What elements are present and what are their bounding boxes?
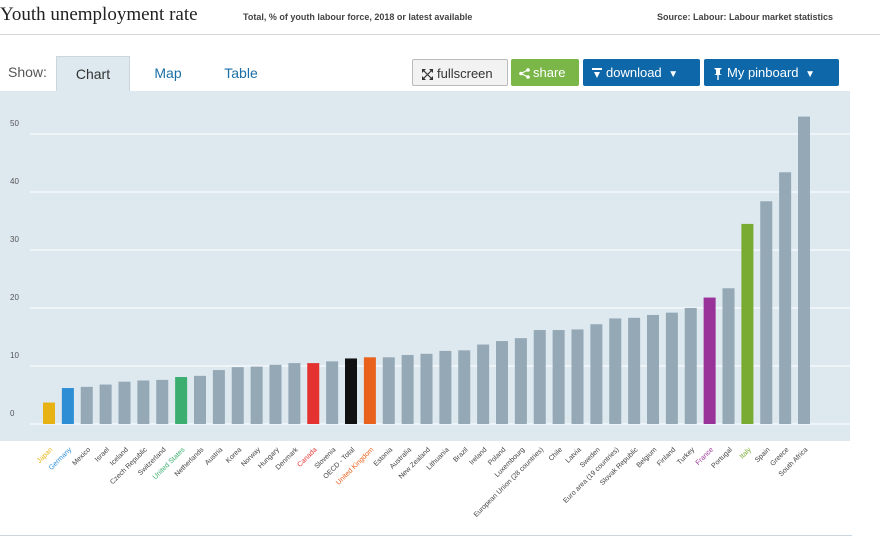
bar[interactable]	[760, 201, 773, 424]
tab-map[interactable]: Map	[154, 65, 182, 81]
show-label: Show:	[8, 64, 47, 80]
bar[interactable]	[43, 402, 55, 424]
bar[interactable]	[514, 338, 527, 424]
x-tick-label: Finland	[656, 446, 677, 467]
x-tick-label: Italy	[739, 446, 753, 460]
share-button[interactable]: share	[511, 59, 579, 86]
x-tick-label: Spain	[754, 446, 772, 464]
chevron-down-icon: ▼	[668, 69, 679, 80]
bar[interactable]	[571, 329, 584, 424]
source-text[interactable]: Source: Labour: Labour market statistics	[657, 12, 834, 22]
pinboard-label: My pinboard	[727, 65, 799, 80]
y-axis: 0 10 20 30 40 50	[10, 119, 19, 418]
bar[interactable]	[533, 330, 546, 424]
bar[interactable]	[684, 308, 697, 424]
bar[interactable]	[722, 288, 735, 424]
bar[interactable]	[647, 314, 659, 424]
x-tick-label: Austria	[204, 446, 224, 466]
bar[interactable]	[779, 172, 792, 424]
page-title: Youth unemployment rate	[0, 4, 198, 25]
bar[interactable]	[552, 330, 565, 424]
header-divider	[0, 34, 880, 35]
bar[interactable]	[703, 297, 716, 424]
chart-subtitle: Total, % of youth labour force, 2018 or …	[243, 12, 473, 22]
pin-icon	[714, 68, 722, 81]
bar[interactable]	[118, 381, 131, 424]
bar[interactable]	[175, 377, 188, 424]
bar[interactable]	[137, 380, 150, 425]
view-toolbar: Show: Chart Map Table fullscreen share d…	[0, 56, 852, 92]
bar[interactable]	[99, 384, 112, 424]
x-tick-label: Turkey	[676, 446, 696, 466]
share-icon	[519, 68, 530, 79]
bar[interactable]	[458, 350, 471, 424]
download-label: download	[606, 65, 662, 80]
bar[interactable]	[156, 379, 169, 424]
bar[interactable]	[345, 358, 357, 424]
bar[interactable]	[665, 312, 678, 424]
bar[interactable]	[382, 357, 395, 424]
bar[interactable]	[609, 318, 622, 424]
bar[interactable]	[307, 363, 320, 424]
x-tick-label: Portugal	[711, 446, 735, 470]
bar[interactable]	[628, 317, 641, 424]
x-tick-label: Ireland	[468, 446, 488, 466]
pinboard-button[interactable]: My pinboard ▼	[704, 59, 839, 86]
x-tick-label: Chile	[548, 446, 564, 462]
bar[interactable]	[288, 363, 301, 424]
x-tick-label: Mexico	[72, 446, 93, 467]
tab-table[interactable]: Table	[224, 65, 258, 81]
bar[interactable]	[212, 370, 225, 424]
bar[interactable]	[401, 354, 414, 424]
bar[interactable]	[496, 341, 508, 424]
y-tick-label: 40	[10, 177, 19, 186]
tab-chart[interactable]: Chart	[56, 56, 130, 92]
bar[interactable]	[439, 350, 452, 424]
bar[interactable]	[420, 353, 433, 424]
y-tick-label: 10	[10, 351, 19, 360]
bottom-divider	[0, 535, 852, 536]
bar[interactable]	[363, 357, 376, 424]
x-tick-label: Brazil	[452, 446, 470, 464]
x-tick-label: European Union (28 countries)	[473, 446, 545, 518]
y-tick-label: 50	[10, 119, 19, 128]
fullscreen-button[interactable]: fullscreen	[412, 59, 508, 86]
bar[interactable]	[477, 344, 490, 424]
x-tick-label: Israel	[94, 446, 111, 463]
bar[interactable]	[61, 388, 74, 424]
bar[interactable]	[798, 116, 810, 424]
fullscreen-label: fullscreen	[437, 66, 493, 81]
bar[interactable]	[590, 324, 603, 424]
bar[interactable]	[194, 375, 206, 424]
bar[interactable]	[741, 223, 754, 424]
fullscreen-icon	[422, 69, 433, 81]
chart-header: Youth unemployment rate Total, % of yout…	[0, 0, 880, 40]
x-tick-label: Belgium	[636, 446, 659, 469]
bar[interactable]	[80, 386, 93, 424]
chevron-down-icon: ▼	[805, 69, 816, 80]
bar[interactable]	[326, 361, 339, 424]
bar[interactable]	[250, 366, 263, 424]
y-tick-label: 20	[10, 293, 19, 302]
download-icon	[592, 67, 602, 78]
share-label: share	[533, 65, 566, 80]
bar[interactable]	[231, 367, 244, 424]
bars	[43, 116, 810, 425]
y-tick-label: 0	[10, 409, 15, 418]
bar[interactable]	[269, 364, 282, 424]
download-button[interactable]: download ▼	[583, 59, 700, 86]
y-tick-label: 30	[10, 235, 19, 244]
